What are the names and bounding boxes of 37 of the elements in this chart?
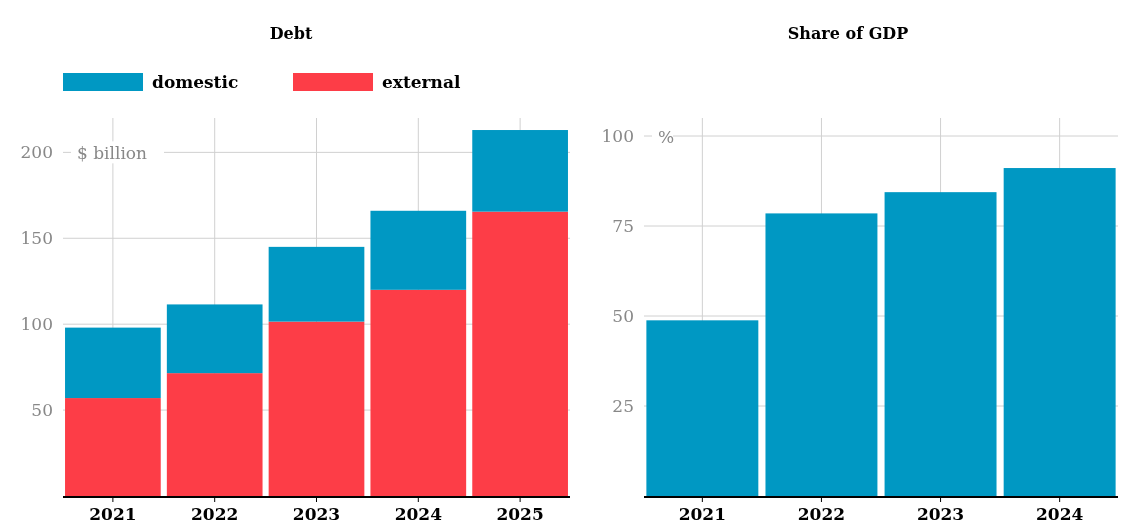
bar [1003, 168, 1116, 496]
y-tick-label: 200 [20, 142, 53, 163]
bar [370, 289, 467, 496]
annotation: % [658, 127, 675, 147]
y-tick-label: 50 [612, 306, 634, 326]
chart-title: Debt [269, 24, 313, 43]
x-tick-label: 2023 [292, 504, 341, 524]
chart-title: Share of GDP [787, 24, 909, 43]
bar [65, 327, 161, 399]
bar [166, 373, 263, 496]
y-tick-label: 50 [31, 400, 53, 421]
annotation: $ billion [77, 143, 148, 164]
x-tick-label: 2023 [916, 504, 965, 524]
legend-label: external [382, 72, 461, 92]
x-tick-label: 2022 [191, 504, 239, 524]
bar [166, 304, 263, 374]
bar [765, 213, 878, 496]
bar [268, 321, 365, 496]
x-tick-label: 2021 [89, 504, 137, 524]
bar [472, 130, 568, 212]
x-tick-label: 2022 [797, 504, 846, 524]
bar [472, 211, 568, 496]
x-tick-label: 2024 [394, 504, 443, 524]
y-tick-label: 100 [601, 126, 634, 146]
bar [884, 192, 997, 496]
x-tick-label: 2021 [678, 504, 727, 524]
y-tick-label: 150 [20, 228, 53, 249]
y-tick-label: 100 [20, 314, 53, 335]
bar [370, 210, 467, 290]
y-tick-label: 75 [612, 216, 634, 236]
bar [65, 398, 161, 496]
x-tick-label: 2025 [496, 504, 544, 524]
bar [646, 320, 759, 496]
bar [268, 246, 365, 322]
legend-label: domestic [152, 72, 239, 92]
x-tick-label: 2024 [1035, 504, 1084, 524]
y-tick-label: 25 [612, 396, 634, 416]
